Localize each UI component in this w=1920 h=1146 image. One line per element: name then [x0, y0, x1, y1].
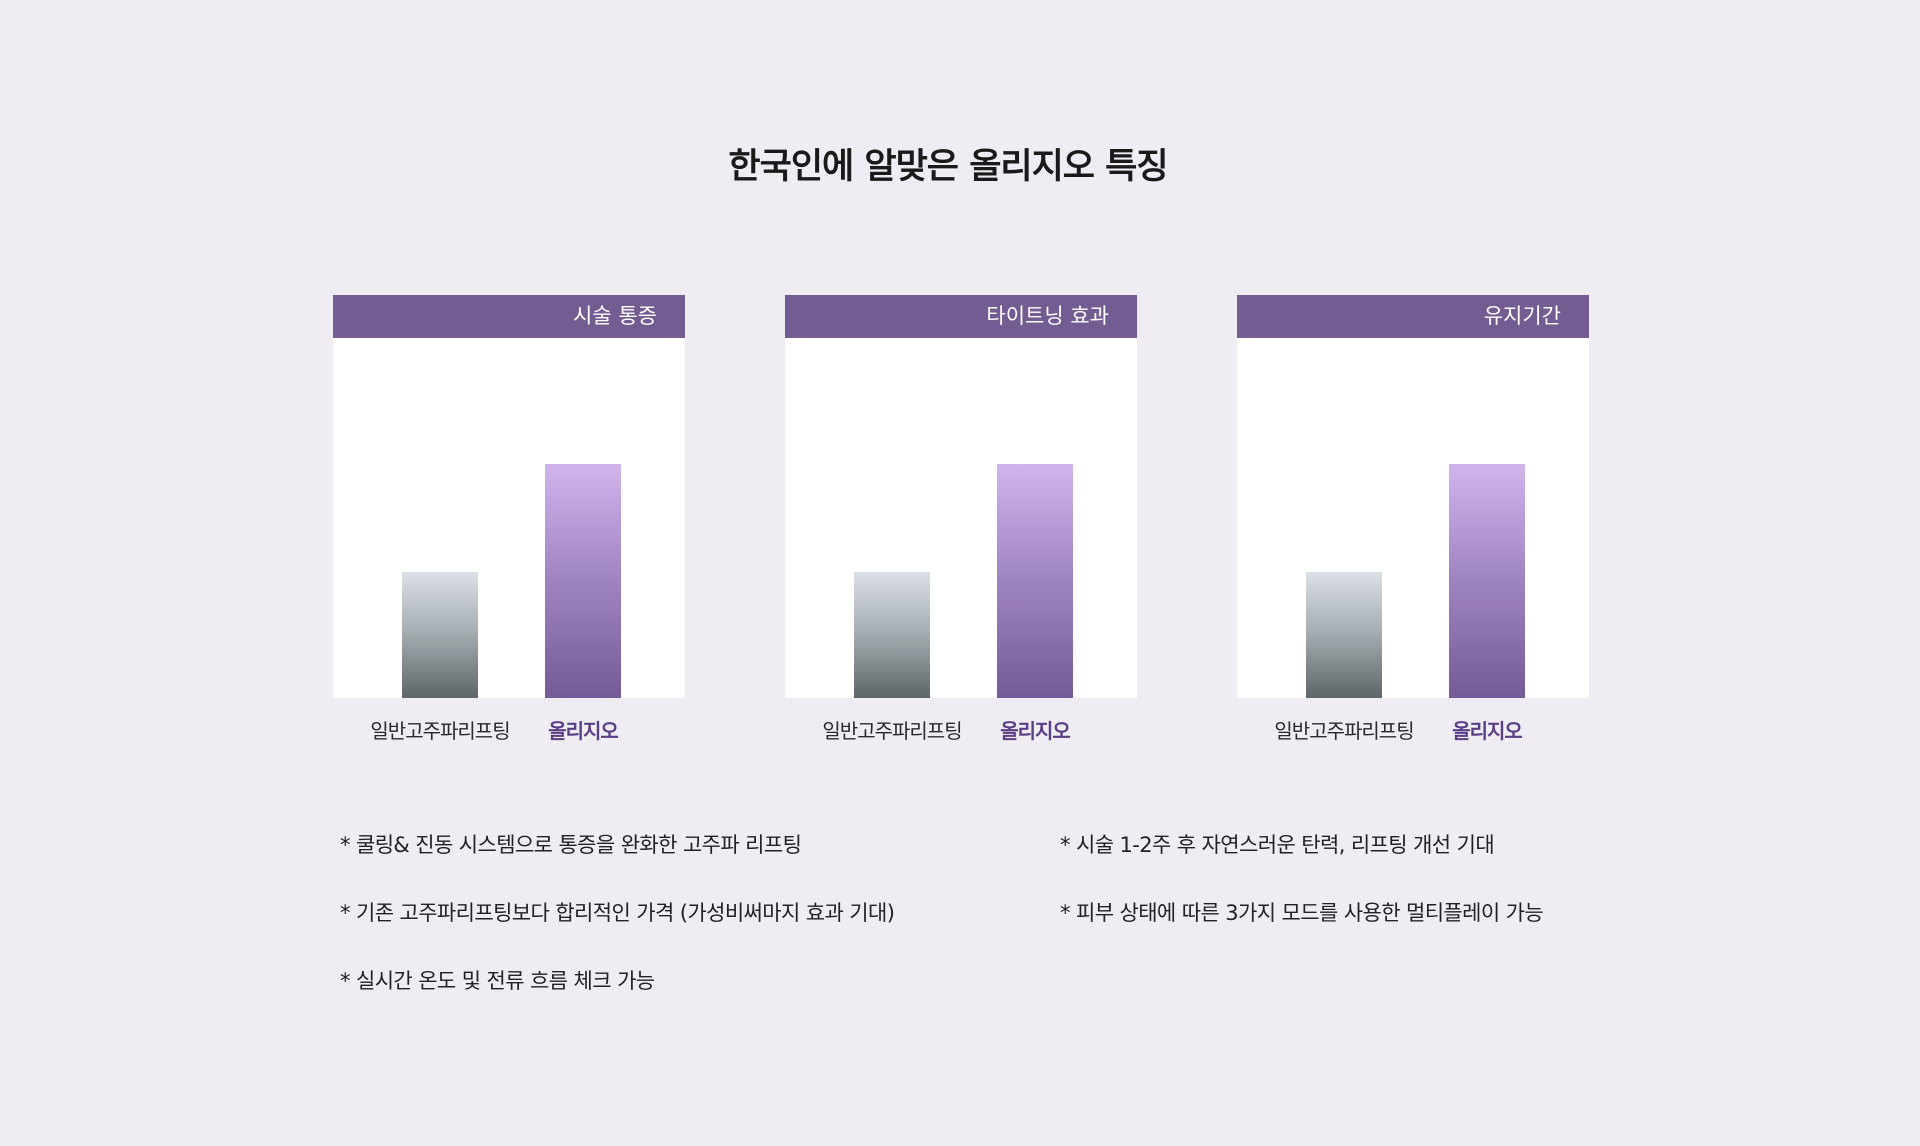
category-label-oligio: 올리지오 — [1452, 719, 1523, 743]
chart-title: 타이트닝 효과 — [785, 295, 1137, 338]
category-label-normal: 일반고주파리프팅 — [822, 719, 962, 743]
feature-note-price: * 기존 고주파리프팅보다 합리적인 가격 (가성비써마지 효과 기대) — [340, 901, 895, 925]
bar-oligio — [997, 464, 1073, 698]
bar-oligio — [1449, 464, 1525, 698]
category-label-oligio: 올리지오 — [548, 719, 619, 743]
chart-title: 시술 통증 — [333, 295, 685, 338]
chart-plot — [333, 338, 685, 698]
page-title: 한국인에 알맞은 올리지오 특징 — [728, 147, 1168, 187]
category-label-normal: 일반고주파리프팅 — [370, 719, 510, 743]
category-label-normal: 일반고주파리프팅 — [1274, 719, 1414, 743]
feature-note-modes: * 피부 상태에 따른 3가지 모드를 사용한 멀티플레이 가능 — [1060, 901, 1544, 925]
chart-title: 유지기간 — [1237, 295, 1589, 338]
category-label-oligio: 올리지오 — [1000, 719, 1071, 743]
bar-normal-rf-lifting — [402, 572, 478, 698]
chart-card-pain: 시술 통증 일반고주파리프팅 올리지오 — [333, 295, 685, 748]
bar-oligio — [545, 464, 621, 698]
chart-card-duration: 유지기간 일반고주파리프팅 올리지오 — [1237, 295, 1589, 748]
feature-note-cooling: * 쿨링& 진동 시스템으로 통증을 완화한 고주파 리프팅 — [340, 833, 802, 857]
chart-card-tightening: 타이트닝 효과 일반고주파리프팅 올리지오 — [785, 295, 1137, 748]
bar-normal-rf-lifting — [854, 572, 930, 698]
chart-plot — [785, 338, 1137, 698]
chart-plot — [1237, 338, 1589, 698]
feature-note-monitoring: * 실시간 온도 및 전류 흐름 체크 가능 — [340, 969, 655, 993]
bar-normal-rf-lifting — [1306, 572, 1382, 698]
feature-note-elasticity: * 시술 1-2주 후 자연스러운 탄력, 리프팅 개선 기대 — [1060, 833, 1495, 857]
